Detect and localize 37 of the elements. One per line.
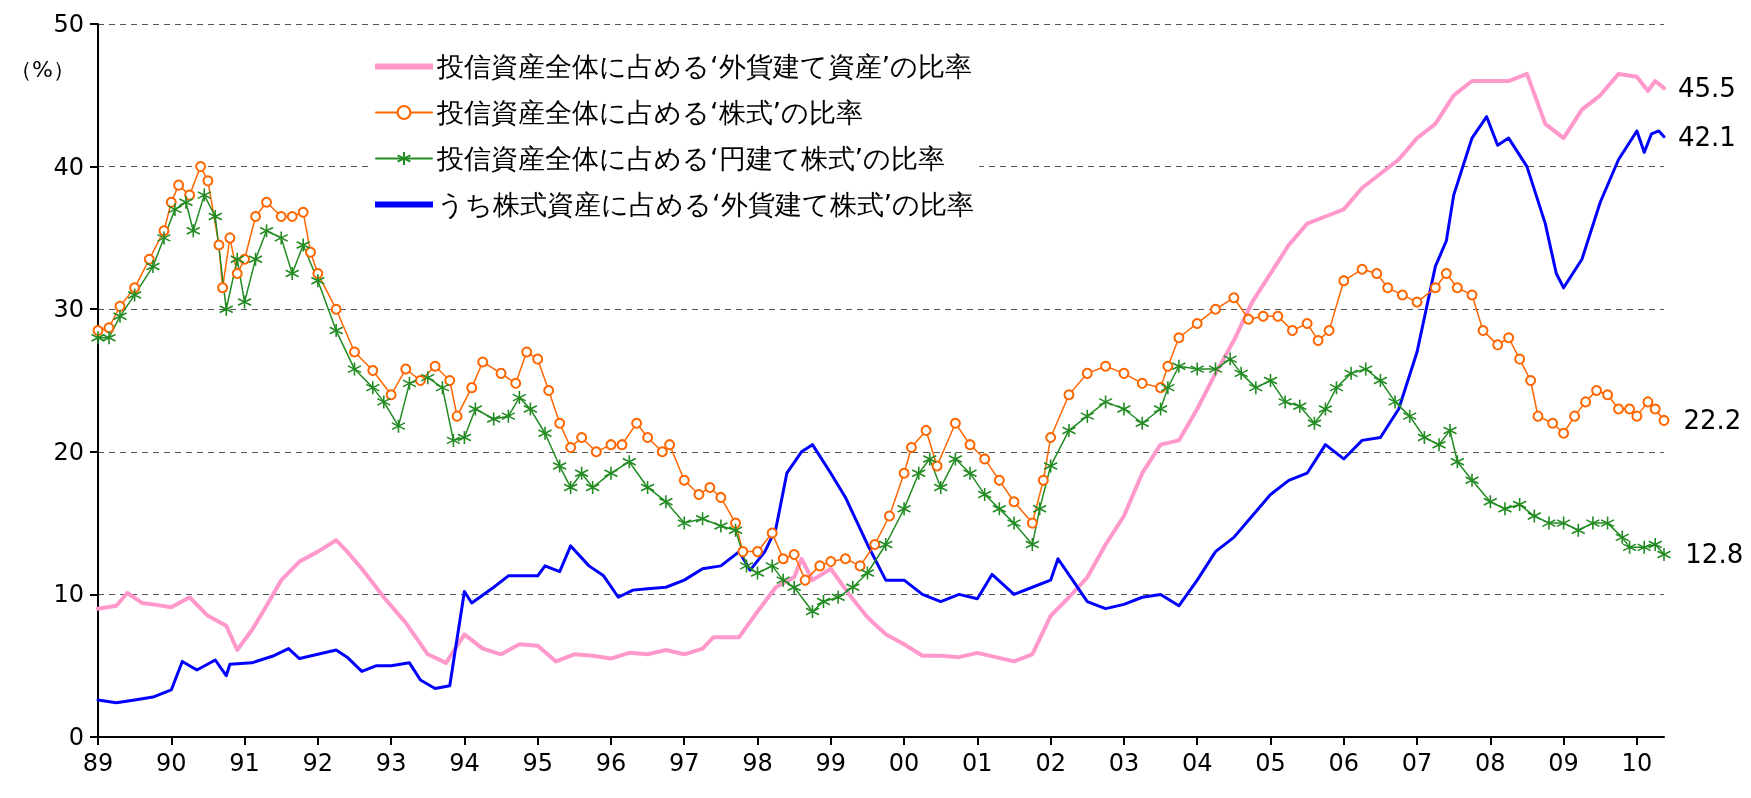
x-tick-label: 93 [375,749,407,777]
y-tick-label: 0 [68,723,84,751]
y-tick-label: 50 [53,10,84,38]
x-tick-label: 02 [1035,749,1066,777]
legend-label: うち株式資産に占める‘外貨建て株式’の比率 [437,189,975,220]
x-tick-label: 05 [1255,749,1286,777]
legend-label: 投信資産全体に占める‘株式’の比率 [436,97,864,128]
x-tick-label: 07 [1401,749,1433,777]
x-tick-label: 95 [522,749,553,777]
x-tick-label: 04 [1181,749,1213,777]
data-label: 45.5 [1678,73,1736,104]
x-tick-label: 97 [668,749,700,777]
y-tick-label: 20 [53,437,84,466]
x-tick-label: 91 [229,749,260,777]
y-axis-title: （%） [10,56,75,82]
x-tick-label: 99 [815,749,847,777]
y-tick-label: 30 [53,295,84,324]
x-tick-label: 00 [888,749,920,777]
x-tick-label: 03 [1108,749,1140,777]
x-tick-label: 89 [82,749,114,777]
data-label: 42.1 [1678,121,1736,152]
x-tick-label: 94 [449,749,480,777]
x-tick-label: 06 [1328,749,1360,777]
y-tick-label: 10 [53,580,84,609]
x-tick-label: 08 [1475,749,1506,777]
x-tick-label: 09 [1548,749,1579,777]
x-tick-label: 90 [156,749,187,777]
data-label: 12.8 [1685,539,1744,570]
legend-label: 投信資産全体に占める‘円建て株式’の比率 [436,143,946,174]
x-tick-label: 01 [962,749,993,777]
legend-label: 投信資産全体に占める‘外貨建て資産’の比率 [436,51,973,82]
x-tick-label: 10 [1621,749,1653,777]
x-tick-label: 98 [742,749,773,777]
y-tick-label: 40 [53,152,84,181]
data-label: 22.2 [1683,405,1742,436]
x-tick-label: 92 [302,749,334,777]
x-tick-label: 96 [595,749,627,777]
